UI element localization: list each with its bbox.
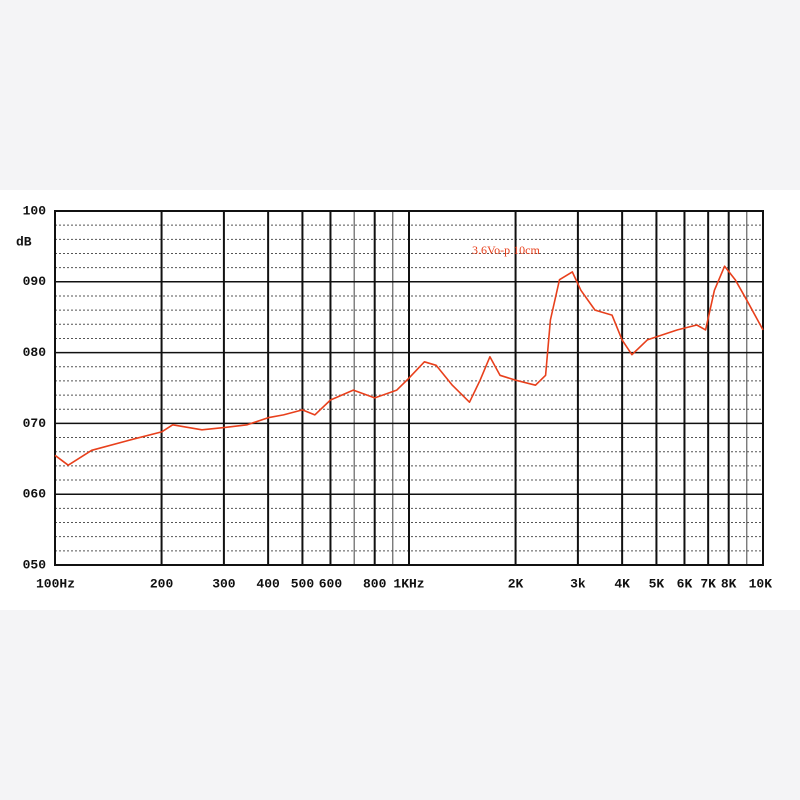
plot-frame: [54, 210, 764, 566]
x-tick-label: 1KHz: [393, 576, 424, 591]
x-tick-label: 500: [291, 576, 315, 591]
x-tick-label: 800: [363, 576, 387, 591]
y-tick-label: 090: [23, 274, 47, 289]
x-tick-label: 8K: [721, 576, 737, 591]
x-tick-label: 7K: [700, 576, 716, 591]
y-tick-label: 080: [23, 345, 47, 360]
x-tick-label: 10K: [749, 576, 773, 591]
x-tick-label: 100Hz: [36, 576, 75, 591]
y-axis-label: dB: [16, 234, 32, 249]
y-tick-label: 070: [23, 416, 47, 431]
x-tick-label: 3k: [570, 576, 586, 591]
x-tick-label: 2K: [508, 576, 524, 591]
y-tick-label: 100: [23, 203, 47, 218]
y-tick-label: 060: [23, 487, 47, 502]
y-tick-label: 050: [23, 557, 47, 572]
x-tick-label: 300: [212, 576, 236, 591]
data-line: [54, 265, 764, 466]
x-tick-label: 200: [150, 576, 174, 591]
chart-background: [0, 190, 800, 610]
x-tick-label: 400: [256, 576, 280, 591]
x-tick-label: 5K: [649, 576, 665, 591]
x-tick-label: 600: [319, 576, 343, 591]
x-tick-label: 4K: [614, 576, 630, 591]
x-tick-label: 6K: [677, 576, 693, 591]
annotation: 3.6Vo-p 10cm: [472, 243, 540, 257]
